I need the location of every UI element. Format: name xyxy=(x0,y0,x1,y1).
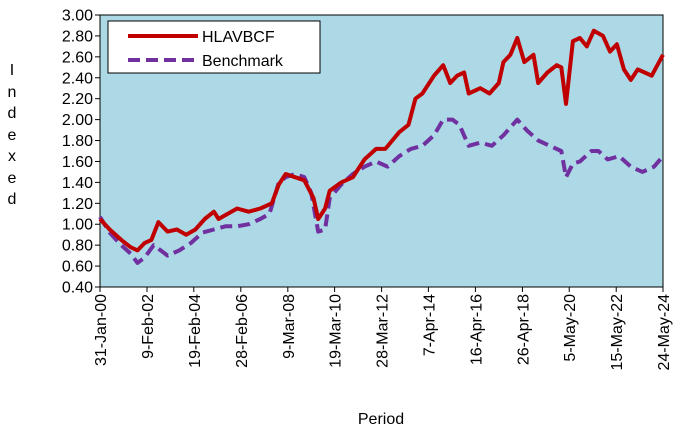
x-axis-title: Period xyxy=(358,411,404,428)
x-tick-label: 5-May-20 xyxy=(562,294,579,362)
y-tick-label: 0.40 xyxy=(62,280,93,297)
x-tick-label: 28-Mar-12 xyxy=(375,294,392,368)
y-tick-label: 0.80 xyxy=(62,238,93,255)
x-tick-label: 19-Feb-04 xyxy=(187,294,204,368)
legend-box xyxy=(107,20,321,74)
x-tick-label: 19-Mar-10 xyxy=(328,294,345,368)
x-tick-label: 26-Apr-18 xyxy=(515,294,532,365)
x-tick-label: 9-Feb-02 xyxy=(140,294,157,359)
series-line xyxy=(98,117,665,265)
y-tick-label: 1.80 xyxy=(62,133,93,150)
x-tick-label: 7-Apr-14 xyxy=(421,294,438,356)
legend-label: Benchmark xyxy=(202,53,284,70)
y-tick-label: 1.20 xyxy=(62,196,93,213)
y-tick-label: 3.00 xyxy=(62,8,93,25)
y-tick-label: 1.00 xyxy=(62,217,93,234)
x-tick-label: 28-Feb-06 xyxy=(234,294,251,368)
x-tick-label: 16-Apr-16 xyxy=(468,294,485,365)
legend-label: HLAVBCF xyxy=(202,29,275,46)
y-tick-label: 0.60 xyxy=(62,259,93,276)
y-tick-label: 2.20 xyxy=(62,91,93,108)
x-tick-label: 24-May-24 xyxy=(656,294,673,371)
y-tick-label: 1.40 xyxy=(62,175,93,192)
y-tick-label: 2.00 xyxy=(62,112,93,129)
y-tick-label: 2.80 xyxy=(62,28,93,45)
y-tick-label: 2.60 xyxy=(62,49,93,66)
x-tick-label: 31-Jan-00 xyxy=(93,294,110,366)
y-tick-label: 2.40 xyxy=(62,70,93,87)
x-tick-label: 9-Mar-08 xyxy=(281,294,298,359)
x-tick-label: 15-May-22 xyxy=(609,294,626,371)
series-line xyxy=(98,28,665,253)
y-axis-title: Indexed xyxy=(7,62,17,208)
y-tick-label: 1.60 xyxy=(62,154,93,171)
